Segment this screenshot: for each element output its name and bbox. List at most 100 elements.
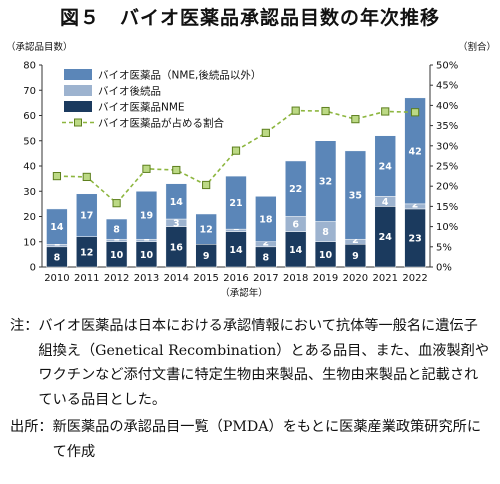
y-left-tick-label: 50	[23, 136, 36, 147]
source-label: 出所：	[10, 419, 53, 436]
bar-other-bio-label: 32	[319, 177, 332, 188]
bar-other-bio-label: 19	[140, 211, 153, 222]
bar-other-bio-label: 8	[113, 225, 120, 236]
source-text: 新医薬品の承認品目一覧（PMDA）をもとに医薬産業政策研究所にて作成	[52, 419, 482, 460]
bar-nme-label: 10	[140, 250, 154, 261]
share-point	[410, 108, 420, 117]
chart-title: 図５ バイオ医薬品承認品目数の年次推移	[59, 7, 440, 29]
bar-nme-label: 9	[203, 251, 210, 262]
y-left-tick-label: 80	[23, 61, 36, 72]
y-right-tick-label: 20%	[436, 182, 458, 193]
bar-other-bio-label: 22	[289, 184, 302, 195]
bar-biosimilar-label: 2	[263, 237, 270, 248]
bar-nme-label: 12	[80, 247, 93, 258]
bar-other-bio	[225, 175, 247, 230]
x-axis-unit: （承認年）	[220, 287, 268, 299]
bar-other-bio	[314, 140, 337, 222]
bar-other-bio-label: 17	[80, 211, 93, 222]
share-point	[82, 172, 91, 182]
bar-biosimilar-label: 3	[173, 218, 180, 229]
legend-biosimilar-swatch	[64, 85, 92, 96]
legend-share-label: バイオ医薬品が占める割合	[98, 117, 224, 130]
share-point	[231, 146, 241, 155]
share-point	[261, 128, 270, 137]
bar-nme-label: 9	[352, 251, 359, 262]
legend-other-bio-swatch	[64, 69, 92, 80]
bar-other-bio-label: 21	[229, 198, 242, 209]
bar-other-bio	[165, 183, 188, 220]
bar-other-bio	[404, 97, 426, 205]
y-right-tick-label: 5%	[436, 242, 452, 253]
y-right-unit: （割合）	[458, 41, 496, 53]
y-left-tick-label: 10	[23, 237, 36, 248]
bar-nme-label: 8	[263, 252, 270, 263]
bar-nme-label: 16	[170, 242, 184, 253]
x-tick-label: 2011	[74, 273, 99, 284]
bar-nme-label: 14	[229, 245, 243, 256]
y-right-tick-label: 50%	[436, 61, 458, 72]
x-tick-label: 2017	[253, 273, 278, 284]
y-left-tick-label: 60	[23, 111, 36, 122]
y-left-tick-label: 70	[23, 86, 36, 97]
bar-other-bio	[344, 150, 367, 240]
bar-other-bio-label: 12	[200, 225, 213, 236]
share-point	[112, 199, 121, 208]
share-point	[291, 106, 300, 115]
share-point	[52, 172, 62, 181]
y-right-tick-label: 40%	[436, 101, 458, 112]
bar-biosimilar-label: 2	[352, 235, 359, 246]
x-tick-label: 2015	[193, 273, 218, 284]
bar-nme-label: 24	[379, 232, 393, 243]
bar-nme-label: 14	[289, 245, 303, 256]
bar-nme-label: 10	[110, 250, 124, 261]
share-point	[321, 106, 330, 116]
x-tick-label: 2021	[373, 273, 398, 284]
bar-other-bio	[105, 218, 128, 240]
bar-other-bio	[46, 208, 68, 245]
bar-biosimilar-label: 6	[292, 220, 299, 231]
legend-nme-label: バイオ医薬品NME	[98, 102, 185, 114]
x-tick-label: 2012	[104, 273, 129, 284]
bar-other-bio-label: 14	[170, 197, 184, 208]
bar-biosimilar-label: 2	[412, 199, 419, 210]
x-tick-label: 2010	[44, 273, 69, 284]
legend-other-bio-label: バイオ医薬品（NME,後続品以外）	[98, 69, 261, 82]
bar-biosimilar-label: 4	[382, 197, 389, 208]
bar-other-bio	[76, 193, 98, 237]
y-left-tick-label: 30	[23, 187, 36, 198]
bar-other-bio	[195, 213, 217, 245]
y-left-unit: （承認品目数）	[6, 41, 73, 53]
bar-line-chart: （承認品目数） （割合） 0 10 20 30 40 50 60 70 80 0% 5% 10% 15% 20…	[6, 41, 496, 299]
note-block: 注： バイオ医薬品は日本における承認情報において抗体等一般名に遺伝子組換え（Ge…	[10, 314, 490, 465]
bar-nme-label: 10	[319, 250, 333, 261]
x-tick-label: 2022	[402, 273, 427, 284]
bar-other-bio-label: 14	[50, 222, 64, 233]
share-point	[381, 107, 390, 116]
x-tick-label: 2014	[164, 273, 189, 284]
bar-other-bio	[255, 196, 277, 243]
bar-other-bio-label: 18	[259, 215, 273, 226]
x-tick-label: 2013	[134, 273, 159, 284]
legend-nme-swatch	[64, 101, 92, 112]
x-tick-label: 2018	[283, 273, 308, 284]
y-right-tick-label: 25%	[436, 162, 458, 173]
bar-other-bio-label: 42	[408, 146, 421, 157]
y-right-tick-label: 15%	[436, 202, 458, 213]
bar-nme-label: 23	[408, 233, 421, 244]
x-tick-label: 2016	[223, 273, 248, 284]
note-label: 注：	[10, 318, 39, 334]
x-tick-label: 2019	[313, 273, 338, 284]
y-left-tick-label: 0	[30, 263, 36, 274]
y-right-tick-label: 30%	[436, 141, 458, 152]
share-point	[202, 180, 211, 190]
bar-other-bio	[374, 135, 396, 197]
share-point	[142, 164, 151, 173]
legend-share-swatch-marker	[74, 118, 82, 127]
y-right-tick-label: 0%	[436, 263, 452, 274]
y-right-tick-label: 35%	[436, 121, 458, 132]
y-left-tick-label: 20	[23, 212, 36, 223]
x-tick-label: 2020	[343, 273, 368, 284]
bar-other-bio	[135, 191, 158, 240]
legend-biosimilar-label: バイオ後続品	[98, 85, 161, 98]
bar-biosimilar-label: 8	[322, 227, 329, 238]
